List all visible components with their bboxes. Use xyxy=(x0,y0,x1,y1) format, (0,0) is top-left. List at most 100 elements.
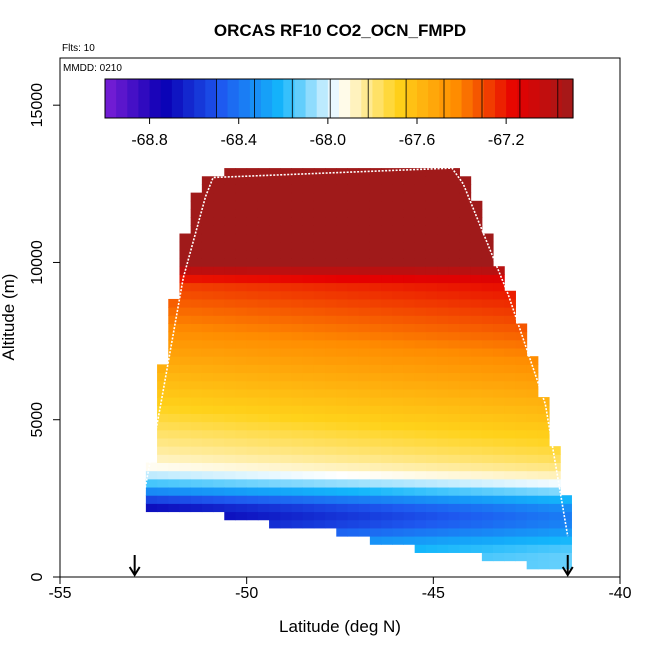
heatmap-cell xyxy=(358,397,371,406)
heatmap-cell xyxy=(381,176,393,185)
heatmap-cell xyxy=(437,233,449,243)
heatmap-cell xyxy=(347,323,360,333)
heatmap-cell xyxy=(347,176,360,185)
heatmap-cell xyxy=(269,200,281,210)
heatmap-cell xyxy=(515,348,528,357)
heatmap-cell xyxy=(280,372,292,382)
heatmap-cell xyxy=(526,454,539,464)
heatmap-cell xyxy=(179,290,192,300)
heatmap-cell xyxy=(269,470,281,480)
heatmap-cell xyxy=(280,454,292,464)
heatmap-cell xyxy=(560,544,572,553)
colorbar-cell xyxy=(472,79,485,118)
heatmap-cell xyxy=(481,487,494,496)
heatmap-cell xyxy=(201,348,214,357)
heatmap-cell xyxy=(235,405,248,414)
heatmap-cell xyxy=(481,339,494,349)
heatmap-cell xyxy=(190,380,203,390)
colorbar-tick-label: -67.6 xyxy=(399,132,436,149)
heatmap-cell xyxy=(369,274,382,284)
heatmap-cell xyxy=(291,208,304,218)
heatmap-cell xyxy=(235,356,248,365)
heatmap-cell xyxy=(358,298,371,308)
heatmap-cell xyxy=(448,258,460,267)
heatmap-cell xyxy=(336,323,348,333)
heatmap-cell xyxy=(437,298,449,308)
heatmap-cell xyxy=(224,511,236,521)
heatmap-cell xyxy=(493,405,505,414)
heatmap-cell xyxy=(325,380,337,390)
heatmap-cell xyxy=(537,478,550,488)
heatmap-cell xyxy=(313,511,326,521)
heatmap-cell xyxy=(425,397,438,406)
heatmap-cell xyxy=(190,364,203,374)
heatmap-cell xyxy=(280,446,292,455)
heatmap-cell xyxy=(392,266,404,275)
colorbar-cell xyxy=(405,79,418,118)
heatmap-cell xyxy=(246,397,259,406)
heatmap-cell xyxy=(392,307,404,316)
heatmap-cell xyxy=(526,446,539,455)
heatmap-cell xyxy=(437,478,449,488)
heatmap-cell xyxy=(403,192,416,202)
heatmap-cell xyxy=(392,413,404,423)
heatmap-cell xyxy=(403,233,416,243)
heatmap-cell xyxy=(392,298,404,308)
heatmap-cell xyxy=(493,290,505,300)
heatmap-cell xyxy=(504,470,516,480)
heatmap-cell xyxy=(224,446,236,455)
heatmap-cell xyxy=(213,307,225,316)
heatmap-cell xyxy=(336,266,348,275)
heatmap-cell xyxy=(168,429,180,439)
heatmap-cell xyxy=(168,339,180,349)
heatmap-cell xyxy=(437,462,449,472)
heatmap-cell xyxy=(381,446,393,455)
heatmap-cell xyxy=(257,184,270,194)
heatmap-cell xyxy=(358,200,371,210)
heatmap-cell xyxy=(358,266,371,275)
heatmap-cell xyxy=(246,364,259,374)
heatmap-cell xyxy=(313,331,326,341)
heatmap-cell xyxy=(459,397,472,406)
heatmap-cell xyxy=(313,397,326,406)
heatmap-cell xyxy=(213,348,225,357)
colorbar-cell xyxy=(428,79,440,118)
y-tick-label: 10000 xyxy=(29,240,46,285)
heatmap-cell xyxy=(358,511,371,521)
heatmap-cell xyxy=(403,298,416,308)
heatmap-cell xyxy=(325,437,337,447)
heatmap-cell xyxy=(179,429,192,439)
heatmap-cell xyxy=(437,364,449,374)
heatmap-cell xyxy=(481,495,494,504)
heatmap-cell xyxy=(168,421,180,431)
heatmap-cell xyxy=(168,298,180,308)
heatmap-cell xyxy=(246,511,259,521)
heatmap-cell xyxy=(425,495,438,504)
heatmap-cell xyxy=(425,405,438,414)
heatmap-cell xyxy=(313,258,326,267)
heatmap-cell xyxy=(470,339,483,349)
heatmap-cell xyxy=(403,315,416,324)
heatmap-cell xyxy=(280,266,292,275)
x-axis: -55 -50 -45 -40 xyxy=(48,577,632,602)
heatmap-cell xyxy=(269,315,281,324)
heatmap-cell xyxy=(325,421,337,431)
heatmap-cell xyxy=(347,462,360,472)
heatmap-cell xyxy=(414,519,427,529)
heatmap-cell xyxy=(269,511,281,521)
heatmap-cell xyxy=(437,315,449,324)
colorbar-cell xyxy=(149,79,162,118)
heatmap-cell xyxy=(369,290,382,300)
heatmap-cell xyxy=(448,274,460,284)
heatmap-cell xyxy=(459,446,472,455)
heatmap-cell xyxy=(269,405,281,414)
heatmap-cell xyxy=(213,184,225,194)
heatmap-cell xyxy=(280,348,292,357)
heatmap-cell xyxy=(414,413,427,423)
heatmap-cell xyxy=(257,282,270,292)
heatmap-cell xyxy=(403,413,416,423)
heatmap-cell xyxy=(437,503,449,513)
heatmap-cell xyxy=(257,249,270,259)
heatmap-cell xyxy=(190,339,203,349)
heatmap-cell xyxy=(347,478,360,488)
